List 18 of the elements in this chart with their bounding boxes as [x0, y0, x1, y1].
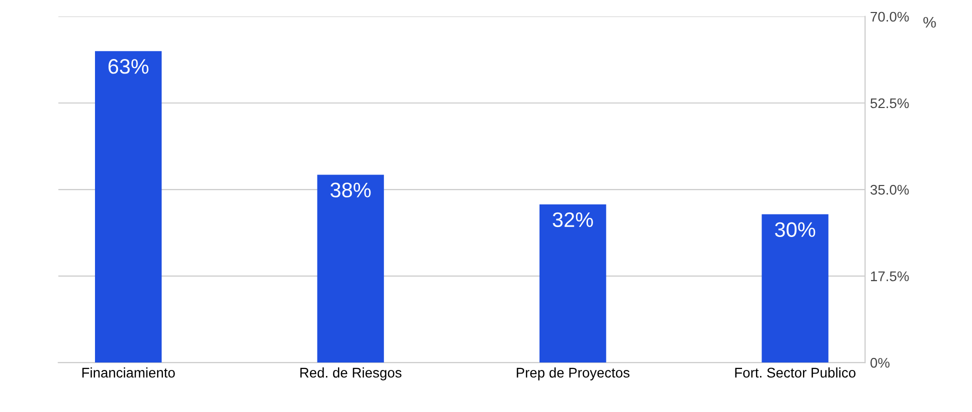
- bar: [317, 174, 384, 363]
- y-tick-label: 52.5%: [870, 98, 909, 108]
- bar: [762, 214, 828, 363]
- x-tick-label: Prep de Proyectos: [516, 367, 630, 380]
- bar: [539, 204, 606, 363]
- data-label: 38%: [330, 182, 371, 198]
- y-tick-label: 17.5%: [871, 271, 909, 282]
- data-label: 30%: [775, 222, 816, 237]
- data-label: 63%: [108, 59, 148, 74]
- y-axis-title: %: [923, 16, 936, 28]
- y-tick-label: 35.0%: [870, 184, 909, 195]
- bar: [94, 51, 162, 363]
- x-tick-label: Red. de Riesgos: [300, 367, 402, 380]
- data-label: 32%: [552, 212, 593, 228]
- x-tick-label: Fort. Sector Publico: [735, 367, 856, 378]
- x-tick-label: Financiamiento: [82, 367, 175, 378]
- y-tick-label: 0%: [870, 358, 890, 368]
- y-tick-label: 70.0%: [870, 12, 909, 22]
